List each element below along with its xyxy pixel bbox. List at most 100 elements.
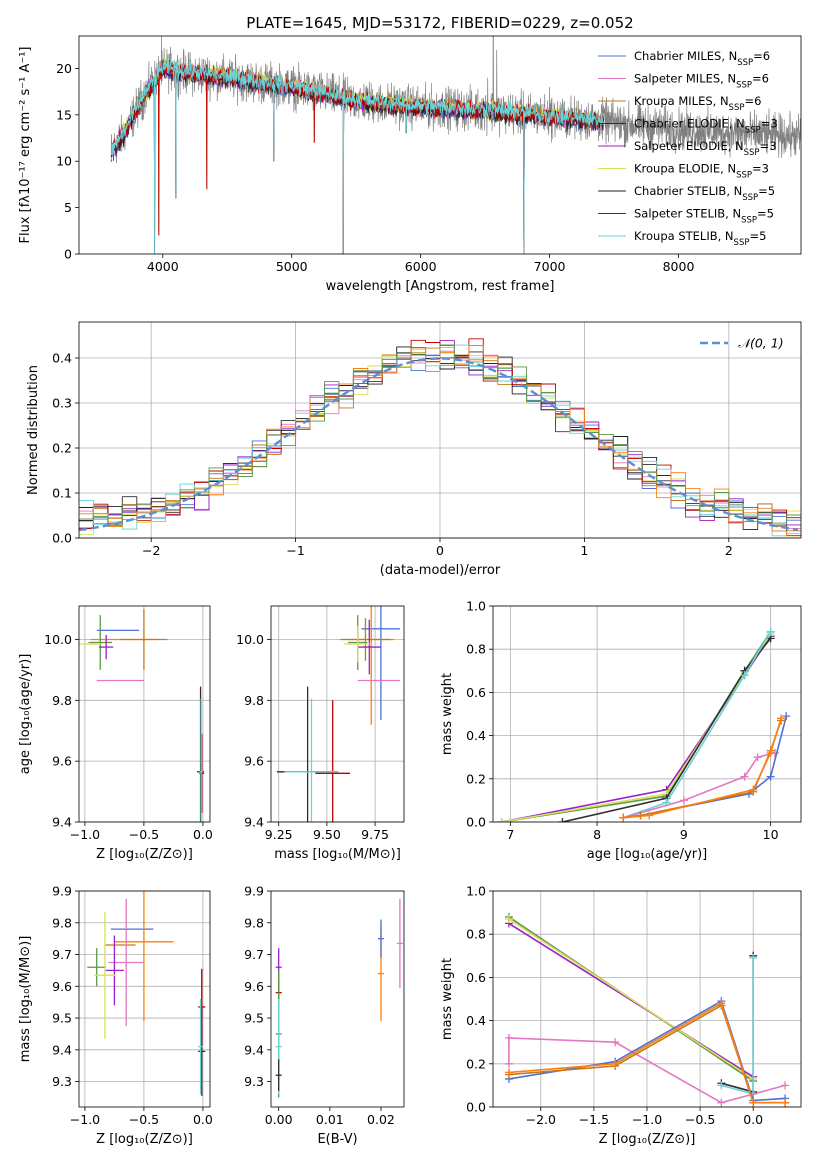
x-tick-label: 2: [725, 543, 733, 558]
data-point: [198, 999, 203, 1095]
x-tick-label: −2: [142, 543, 160, 558]
axes-frame: [492, 605, 802, 823]
y-axis-label: Flux [fλ10⁻¹⁷ erg cm⁻² s⁻¹ A⁻¹]: [18, 47, 33, 244]
x-axis-label: Z [log₁₀(Z/Z⊙)]: [599, 1132, 696, 1147]
data-point: [315, 700, 351, 822]
x-axis-label: (data-model)/error: [380, 563, 501, 578]
data-point: [357, 619, 381, 675]
observed-spectrum-line: [110, 36, 801, 164]
axis-group: 4000 5000 6000 7000 8000 0 5 10 15 20 wavelength […: [18, 35, 802, 294]
series-marker: [504, 915, 513, 924]
axis-group: 0.00 0.01 0.02 9.3 9.4 9.5 9.6 9.7 9.8 9.9 E(B-V): [244, 884, 405, 1147]
x-tick-label: −1: [286, 543, 304, 558]
series: [558, 634, 775, 822]
legend-tail: =6: [744, 94, 761, 108]
series-line: [501, 635, 772, 822]
model-spectrum-line: [110, 60, 604, 254]
y-tick-label: 9.9: [52, 884, 72, 899]
y-tick-label: 9.4: [52, 1042, 72, 1057]
legend-entry: Kroupa ELODIE, NSSP=3: [634, 162, 769, 181]
axes-mass_vs_metallicity: −1.0 −0.5 0.0 9.3 9.4 9.5 9.6 9.7 9.8 9.9 Z [log₁₀…: [18, 884, 213, 1148]
x-axis-label: mass [log₁₀(M/M⊙)]: [274, 847, 401, 862]
legend-entry: Chabrier STELIB, NSSP=5: [634, 184, 775, 203]
series-line: [508, 918, 754, 1080]
series: [619, 716, 786, 822]
series-marker: [749, 953, 758, 962]
series: [717, 951, 758, 1096]
y-axis-label: mass weight: [440, 958, 455, 1040]
series-marker: [717, 1081, 726, 1090]
y-axis-label: Normed distribution: [26, 365, 41, 495]
y-tick-label: 9.8: [52, 915, 72, 930]
series-line: [622, 752, 776, 819]
model-spectrum-line: [111, 60, 604, 254]
legend-entry: Kroupa STELIB, NSSP=5: [634, 229, 766, 248]
y-tick-label: 9.4: [244, 815, 264, 830]
legend-subscript: SSP: [737, 58, 753, 68]
y-tick-label: 0.4: [466, 1013, 486, 1028]
y-tick-label: 9.4: [52, 815, 72, 830]
x-tick-label: 9.75: [361, 827, 389, 842]
y-tick-label: 0.2: [466, 771, 486, 786]
y-tick-label: 9.8: [244, 915, 264, 930]
data-point: [344, 625, 372, 663]
y-tick-label: 20: [56, 61, 72, 76]
data-point: [284, 698, 339, 822]
plot-area-mass_weight_vs_metallicity: [504, 912, 790, 1107]
y-tick-label: 5: [64, 200, 72, 215]
series-marker: [753, 753, 762, 762]
series-marker: [504, 1068, 513, 1077]
axes-age_vs_metallicity: −1.0 −0.5 0.0 9.4 9.6 9.8 10.0 Z [log₁₀(Z/Z⊙)] a…: [18, 605, 213, 862]
axis-group: −2.0 −1.5 −1.0 −0.5 0.0 0.0 0.2 0.4 0.6 0.8 1.0 Z […: [440, 884, 802, 1147]
axis-group: 7 8 9 10 0.0 0.2 0.4 0.6 0.8 1.0 age [log₁₀(age/yr…: [440, 599, 802, 862]
plot-area-spectrum: [110, 36, 801, 254]
data-point: [120, 609, 168, 670]
series-marker: [504, 1059, 513, 1068]
x-tick-label: 0.0: [193, 1112, 213, 1127]
data-point: [340, 618, 391, 661]
data-point: [396, 898, 403, 988]
data-point: [199, 698, 203, 822]
x-tick-label: 9: [680, 827, 688, 842]
y-tick-label: 9.6: [244, 979, 264, 994]
axes-frame: [78, 321, 802, 539]
x-tick-label: 1: [580, 543, 588, 558]
y-tick-label: 0.0: [466, 815, 486, 830]
plot-area-mass_vs_metallicity: [87, 891, 206, 1096]
y-tick-label: 9.6: [52, 979, 72, 994]
axes-age_vs_mass: 9.25 9.50 9.75 9.4 9.6 9.8 10.0 mass [log₁₀(M/M…: [236, 605, 405, 862]
x-axis-label: Z [log₁₀(Z/Z⊙)]: [96, 847, 193, 862]
legend-subscript: SSP: [741, 216, 757, 226]
y-tick-label: 0.0: [52, 531, 72, 546]
legend-subscript: SSP: [744, 148, 760, 158]
figure-title: PLATE=1645, MJD=53172, FIBERID=0229, z=0…: [246, 14, 633, 32]
y-tick-label: 0.4: [52, 351, 72, 366]
axis-group: −1.0 −0.5 0.0 9.3 9.4 9.5 9.6 9.7 9.8 9.9 Z [log₁₀…: [18, 884, 213, 1148]
x-tick-label: 0.0: [743, 1112, 763, 1127]
legend-subscript: SSP: [742, 193, 758, 203]
y-tick-label: 0.3: [52, 396, 72, 411]
y-tick-label: 10.0: [236, 632, 264, 647]
y-tick-label: 0.1: [52, 486, 72, 501]
y-axis-label: age [log₁₀(age/yr)]: [18, 654, 33, 775]
legend-subscript: SSP: [734, 238, 750, 248]
y-tick-label: 9.7: [52, 947, 72, 962]
x-axis-label: Z [log₁₀(Z/Z⊙)]: [96, 1132, 193, 1147]
axes-mass_weight_vs_age: 7 8 9 10 0.0 0.2 0.4 0.6 0.8 1.0 age [log₁₀(age/yr…: [440, 599, 802, 862]
y-axis-label: mass weight: [440, 673, 455, 755]
data-point: [104, 935, 124, 1006]
x-tick-label: −1.5: [579, 1112, 609, 1127]
y-tick-label: 0.2: [52, 441, 72, 456]
y-tick-label: 1.0: [466, 884, 486, 899]
x-tick-label: −0.5: [129, 1112, 159, 1127]
y-tick-label: 9.3: [52, 1074, 72, 1089]
x-tick-label: 0.00: [265, 1112, 293, 1127]
x-tick-label: 9.50: [313, 827, 341, 842]
legend-entry: Chabrier MILES, NSSP=6: [634, 49, 770, 68]
data-point: [114, 891, 174, 1022]
y-tick-label: 9.9: [244, 884, 264, 899]
data-point: [94, 911, 116, 1039]
model-spectrum-line: [110, 60, 604, 254]
series-marker: [558, 818, 567, 822]
